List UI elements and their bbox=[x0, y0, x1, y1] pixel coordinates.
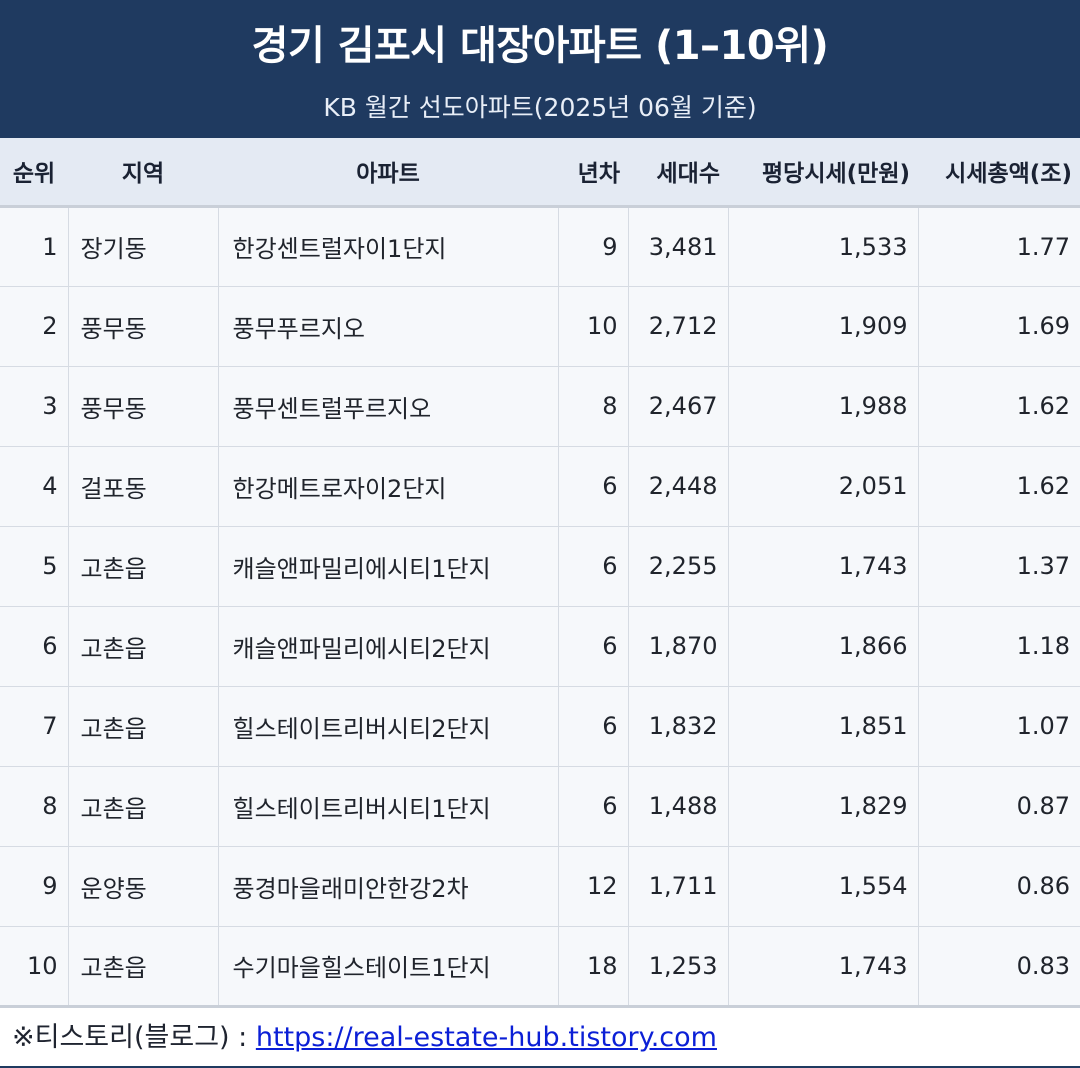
cell-region: 고촌읍 bbox=[68, 526, 219, 607]
cell-years: 9 bbox=[558, 206, 629, 287]
footer-prefix: ※티스토리(블로그) : bbox=[12, 1022, 256, 1053]
table-row: 2 풍무동 풍무푸르지오 10 2,712 1,909 1.69 bbox=[0, 286, 1080, 367]
cell-price: 2,051 bbox=[728, 446, 919, 527]
cell-total: 1.77 bbox=[918, 206, 1080, 287]
table-header: 순위 지역 아파트 년차 세대수 평당시세(만원) 시세총액(조) bbox=[0, 138, 1080, 208]
cell-region: 걸포동 bbox=[68, 446, 219, 527]
cell-years: 6 bbox=[558, 686, 629, 767]
cell-years: 6 bbox=[558, 606, 629, 687]
cell-apartment: 한강메트로자이2단지 bbox=[218, 446, 559, 527]
table-row: 7 고촌읍 힐스테이트리버시티2단지 6 1,832 1,851 1.07 bbox=[0, 686, 1080, 767]
cell-total: 0.86 bbox=[918, 846, 1080, 927]
column-header-price-per-pyeong: 평당시세(만원) bbox=[728, 138, 918, 208]
cell-units: 2,467 bbox=[628, 366, 729, 447]
cell-region: 고촌읍 bbox=[68, 926, 219, 1008]
page-subtitle: KB 월간 선도아파트(2025년 06월 기준) bbox=[323, 93, 757, 122]
cell-years: 12 bbox=[558, 846, 629, 927]
cell-price: 1,866 bbox=[728, 606, 919, 687]
cell-units: 1,870 bbox=[628, 606, 729, 687]
column-header-apartment: 아파트 bbox=[218, 138, 558, 208]
cell-units: 2,448 bbox=[628, 446, 729, 527]
cell-rank: 1 bbox=[0, 206, 69, 287]
table-row: 9 운양동 풍경마을래미안한강2차 12 1,711 1,554 0.86 bbox=[0, 846, 1080, 927]
cell-rank: 7 bbox=[0, 686, 69, 767]
cell-total: 1.62 bbox=[918, 366, 1080, 447]
cell-apartment: 풍무푸르지오 bbox=[218, 286, 559, 367]
table-row: 1 장기동 한강센트럴자이1단지 9 3,481 1,533 1.77 bbox=[0, 206, 1080, 287]
cell-region: 풍무동 bbox=[68, 366, 219, 447]
page-title: 경기 김포시 대장아파트 (1–10위) bbox=[251, 23, 829, 69]
cell-units: 1,832 bbox=[628, 686, 729, 767]
table-row: 10 고촌읍 수기마을힐스테이트1단지 18 1,253 1,743 0.83 bbox=[0, 926, 1080, 1008]
table-row: 3 풍무동 풍무센트럴푸르지오 8 2,467 1,988 1.62 bbox=[0, 366, 1080, 447]
cell-years: 6 bbox=[558, 446, 629, 527]
cell-rank: 6 bbox=[0, 606, 69, 687]
cell-units: 1,488 bbox=[628, 766, 729, 847]
cell-rank: 8 bbox=[0, 766, 69, 847]
cell-apartment: 풍무센트럴푸르지오 bbox=[218, 366, 559, 447]
cell-units: 1,711 bbox=[628, 846, 729, 927]
cell-price: 1,743 bbox=[728, 526, 919, 607]
cell-units: 3,481 bbox=[628, 206, 729, 287]
column-header-region: 지역 bbox=[68, 138, 218, 208]
cell-apartment: 캐슬앤파밀리에시티2단지 bbox=[218, 606, 559, 687]
cell-rank: 2 bbox=[0, 286, 69, 367]
cell-apartment: 캐슬앤파밀리에시티1단지 bbox=[218, 526, 559, 607]
cell-units: 2,712 bbox=[628, 286, 729, 367]
cell-region: 운양동 bbox=[68, 846, 219, 927]
cell-region: 풍무동 bbox=[68, 286, 219, 367]
cell-units: 1,253 bbox=[628, 926, 729, 1008]
ranking-table: 순위 지역 아파트 년차 세대수 평당시세(만원) 시세총액(조) 1 장기동 … bbox=[0, 138, 1080, 1008]
cell-apartment: 힐스테이트리버시티2단지 bbox=[218, 686, 559, 767]
cell-price: 1,554 bbox=[728, 846, 919, 927]
cell-rank: 4 bbox=[0, 446, 69, 527]
cell-price: 1,743 bbox=[728, 926, 919, 1008]
cell-total: 1.07 bbox=[918, 686, 1080, 767]
cell-years: 6 bbox=[558, 766, 629, 847]
cell-years: 18 bbox=[558, 926, 629, 1008]
table-row: 6 고촌읍 캐슬앤파밀리에시티2단지 6 1,870 1,866 1.18 bbox=[0, 606, 1080, 687]
table-row: 5 고촌읍 캐슬앤파밀리에시티1단지 6 2,255 1,743 1.37 bbox=[0, 526, 1080, 607]
cell-price: 1,533 bbox=[728, 206, 919, 287]
cell-price: 1,851 bbox=[728, 686, 919, 767]
page-header: 경기 김포시 대장아파트 (1–10위) KB 월간 선도아파트(2025년 0… bbox=[0, 0, 1080, 138]
cell-apartment: 힐스테이트리버시티1단지 bbox=[218, 766, 559, 847]
cell-price: 1,988 bbox=[728, 366, 919, 447]
column-header-units: 세대수 bbox=[628, 138, 728, 208]
column-header-rank: 순위 bbox=[0, 138, 68, 208]
cell-region: 고촌읍 bbox=[68, 686, 219, 767]
table-row: 8 고촌읍 힐스테이트리버시티1단지 6 1,488 1,829 0.87 bbox=[0, 766, 1080, 847]
table-row: 4 걸포동 한강메트로자이2단지 6 2,448 2,051 1.62 bbox=[0, 446, 1080, 527]
cell-total: 1.18 bbox=[918, 606, 1080, 687]
cell-total: 0.83 bbox=[918, 926, 1080, 1008]
cell-region: 고촌읍 bbox=[68, 766, 219, 847]
cell-total: 1.62 bbox=[918, 446, 1080, 527]
footer: ※티스토리(블로그) : https://real-estate-hub.tis… bbox=[0, 1008, 1080, 1068]
cell-total: 1.69 bbox=[918, 286, 1080, 367]
cell-rank: 10 bbox=[0, 926, 69, 1008]
cell-apartment: 한강센트럴자이1단지 bbox=[218, 206, 559, 287]
cell-rank: 5 bbox=[0, 526, 69, 607]
table-header-row: 순위 지역 아파트 년차 세대수 평당시세(만원) 시세총액(조) bbox=[0, 138, 1080, 208]
cell-apartment: 풍경마을래미안한강2차 bbox=[218, 846, 559, 927]
cell-rank: 9 bbox=[0, 846, 69, 927]
cell-price: 1,829 bbox=[728, 766, 919, 847]
cell-price: 1,909 bbox=[728, 286, 919, 367]
cell-region: 고촌읍 bbox=[68, 606, 219, 687]
cell-apartment: 수기마을힐스테이트1단지 bbox=[218, 926, 559, 1008]
cell-rank: 3 bbox=[0, 366, 69, 447]
cell-years: 10 bbox=[558, 286, 629, 367]
cell-region: 장기동 bbox=[68, 206, 219, 287]
cell-units: 2,255 bbox=[628, 526, 729, 607]
cell-years: 8 bbox=[558, 366, 629, 447]
table-body: 1 장기동 한강센트럴자이1단지 9 3,481 1,533 1.77 2 풍무… bbox=[0, 206, 1080, 1008]
blog-link[interactable]: https://real-estate-hub.tistory.com bbox=[255, 1022, 717, 1053]
cell-total: 1.37 bbox=[918, 526, 1080, 607]
cell-years: 6 bbox=[558, 526, 629, 607]
column-header-total-value: 시세총액(조) bbox=[918, 138, 1080, 208]
column-header-years: 년차 bbox=[558, 138, 628, 208]
cell-total: 0.87 bbox=[918, 766, 1080, 847]
